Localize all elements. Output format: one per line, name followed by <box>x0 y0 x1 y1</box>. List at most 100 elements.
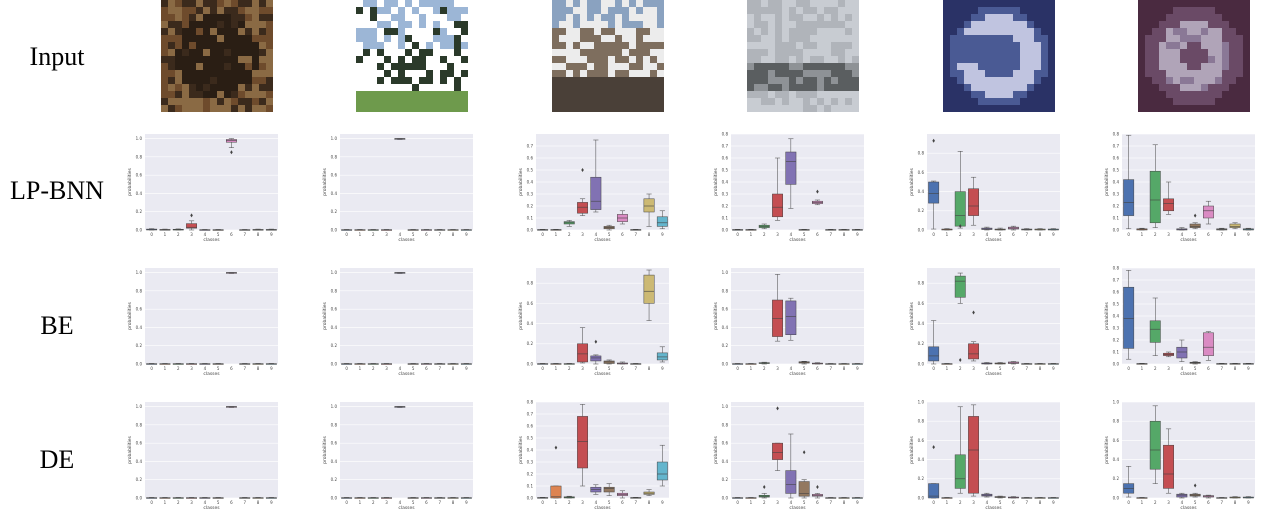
box-class-5 <box>1189 492 1201 498</box>
x-tick-label: 7 <box>1025 500 1028 505</box>
x-tick-label: 6 <box>1207 366 1210 371</box>
x-tick-label: 1 <box>359 500 362 505</box>
box-class-8 <box>252 497 264 499</box>
x-tick-label: 7 <box>829 366 832 371</box>
x-tick-label: 9 <box>465 232 468 237</box>
x-tick-label: 5 <box>217 500 220 505</box>
x-tick-label: 4 <box>986 232 989 237</box>
box-class-0 <box>537 497 549 499</box>
box-class-0 <box>146 363 158 365</box>
box-class-4 <box>394 272 406 274</box>
y-tick-label: 0.4 <box>918 321 925 326</box>
x-tick-label: 1 <box>359 232 362 237</box>
y-tick-label: 0.2 <box>136 343 143 348</box>
y-tick-label: 0.8 <box>1113 131 1120 136</box>
x-tick-label: 5 <box>412 500 415 505</box>
x-tick-label: 4 <box>790 366 793 371</box>
x-tick-label: 0 <box>345 366 348 371</box>
box-class-0 <box>928 180 940 230</box>
x-tick-label: 1 <box>555 500 558 505</box>
y-tick-label: 0.2 <box>918 476 925 481</box>
y-tick-label: 0.5 <box>527 435 534 440</box>
y-tick-label: 0.8 <box>918 151 925 156</box>
x-tick-label: 6 <box>816 500 819 505</box>
box-class-1 <box>745 229 757 231</box>
y-axis-label: probabilities <box>1104 167 1110 195</box>
box-class-2 <box>1149 405 1161 484</box>
x-tick-label: 9 <box>1247 366 1250 371</box>
y-tick-label: 0.0 <box>918 227 925 232</box>
box-class-4 <box>394 406 406 408</box>
box-class-6 <box>812 199 823 206</box>
box-class-9 <box>851 229 863 231</box>
x-tick-label: 6 <box>425 500 428 505</box>
box-class-6 <box>617 490 628 499</box>
y-tick-label: 0.2 <box>136 209 143 214</box>
x-tick-label: 8 <box>1234 500 1237 505</box>
box-class-4 <box>785 297 797 341</box>
box-class-3 <box>772 157 783 221</box>
x-tick-label: 2 <box>763 232 766 237</box>
box-class-7 <box>1021 363 1033 365</box>
x-tick-label: 1 <box>164 500 167 505</box>
x-tick-label: 7 <box>1220 500 1223 505</box>
x-tick-label: 7 <box>243 232 246 237</box>
x-tick-label: 0 <box>932 500 935 505</box>
box-class-1 <box>159 497 171 499</box>
x-tick-label: 8 <box>452 500 455 505</box>
y-tick-label: 1.0 <box>722 404 729 409</box>
x-tick-label: 0 <box>541 366 544 371</box>
box-class-6 <box>226 138 237 148</box>
x-axis-label: classes <box>1180 237 1197 243</box>
plot-background <box>145 268 278 364</box>
box-class-0 <box>341 229 353 231</box>
y-tick-label: 0.7 <box>527 143 534 148</box>
y-tick-label: 0.2 <box>1113 203 1120 208</box>
outlier-point <box>581 168 584 172</box>
x-tick-label: 7 <box>1025 366 1028 371</box>
x-tick-label: 3 <box>385 366 388 371</box>
x-tick-label: 5 <box>1194 366 1197 371</box>
box-class-3 <box>1163 181 1174 215</box>
box-class-6 <box>1008 361 1019 365</box>
x-tick-label: 3 <box>1167 500 1170 505</box>
x-tick-label: 3 <box>776 500 779 505</box>
x-axis-label: classes <box>398 505 415 511</box>
y-axis-label: probabilities <box>713 301 719 329</box>
box-class-1 <box>159 363 171 365</box>
x-tick-label: 7 <box>1220 232 1223 237</box>
y-tick-label: 0.2 <box>1113 476 1120 481</box>
y-axis-label: probabilities <box>322 301 328 329</box>
box-class-6 <box>226 272 237 274</box>
x-tick-label: 0 <box>1127 232 1130 237</box>
x-axis-label: classes <box>594 505 611 511</box>
x-tick-label: 8 <box>452 232 455 237</box>
x-tick-label: 9 <box>270 232 273 237</box>
x-tick-label: 7 <box>438 232 441 237</box>
box-class-6 <box>226 406 237 408</box>
x-tick-label: 6 <box>621 366 624 371</box>
box-class-7 <box>825 363 837 365</box>
box-class-7 <box>1216 363 1228 365</box>
box-class-3 <box>968 404 979 497</box>
y-axis-label: probabilities <box>1104 301 1110 329</box>
x-tick-label: 7 <box>1220 366 1223 371</box>
box-class-6 <box>421 497 432 499</box>
y-tick-label: 0.8 <box>136 422 143 427</box>
y-tick-label: 0.2 <box>722 477 729 482</box>
x-tick-label: 9 <box>661 500 664 505</box>
x-tick-label: 0 <box>345 232 348 237</box>
box-class-3 <box>186 220 197 231</box>
box-class-3 <box>381 363 392 365</box>
x-tick-label: 2 <box>959 232 962 237</box>
boxplot-be-4: 0.0 0.2 0.4 0.6 0.8 1.0 0 1 2 3 4 5 6 7 8 9 classes proba… <box>709 268 868 380</box>
box-class-8 <box>1034 363 1046 365</box>
x-tick-label: 5 <box>608 232 611 237</box>
x-tick-label: 1 <box>750 500 753 505</box>
box-class-0 <box>1123 134 1135 230</box>
x-tick-label: 8 <box>648 232 651 237</box>
y-tick-label: 0.8 <box>136 154 143 159</box>
y-tick-label: 0.0 <box>527 361 534 366</box>
box-class-5 <box>798 229 810 231</box>
x-tick-label: 7 <box>634 366 637 371</box>
